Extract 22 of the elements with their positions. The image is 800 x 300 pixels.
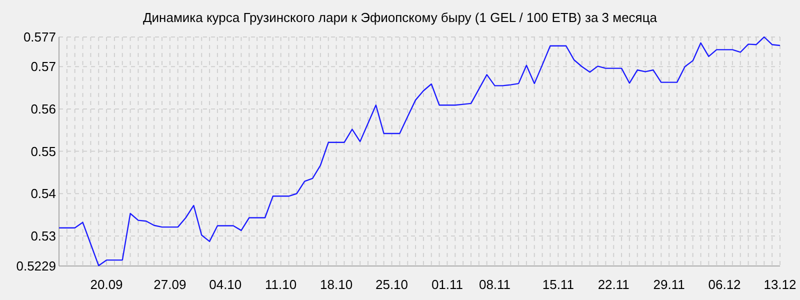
- x-tick-label: 20.09: [90, 277, 123, 292]
- chart-title: Динамика курса Грузинского лари к Эфиопскому быру (1 GEL / 100 ETB) за 3 месяца: [142, 10, 658, 25]
- x-tick-label: 13.12: [764, 277, 796, 292]
- x-tick-label: 15.11: [542, 277, 574, 292]
- x-tick-label: 22.11: [598, 277, 630, 292]
- x-tick-label: 04.10: [209, 277, 242, 292]
- x-tick-label: 29.11: [653, 277, 685, 292]
- y-tick-label: 0.5229: [16, 258, 56, 274]
- y-tick-label: 0.577: [23, 30, 56, 45]
- x-tick-label: 25.10: [375, 277, 408, 292]
- y-tick-label: 0.56: [30, 102, 56, 117]
- x-tick-label: 08.11: [478, 277, 511, 292]
- x-tick-label: 18.10: [320, 277, 353, 292]
- y-tick-label: 0.53: [30, 228, 56, 244]
- line-series: [58, 36, 781, 266]
- x-tick-label: 27.09: [154, 277, 186, 292]
- y-tick-label: 0.55: [30, 144, 56, 159]
- x-tick-label: 11.10: [265, 277, 297, 292]
- x-tick-label: 06.12: [708, 277, 741, 292]
- x-tick-label: 01.11: [431, 277, 464, 292]
- y-tick-label: 0.54: [30, 186, 56, 202]
- y-tick-label: 0.57: [30, 59, 56, 74]
